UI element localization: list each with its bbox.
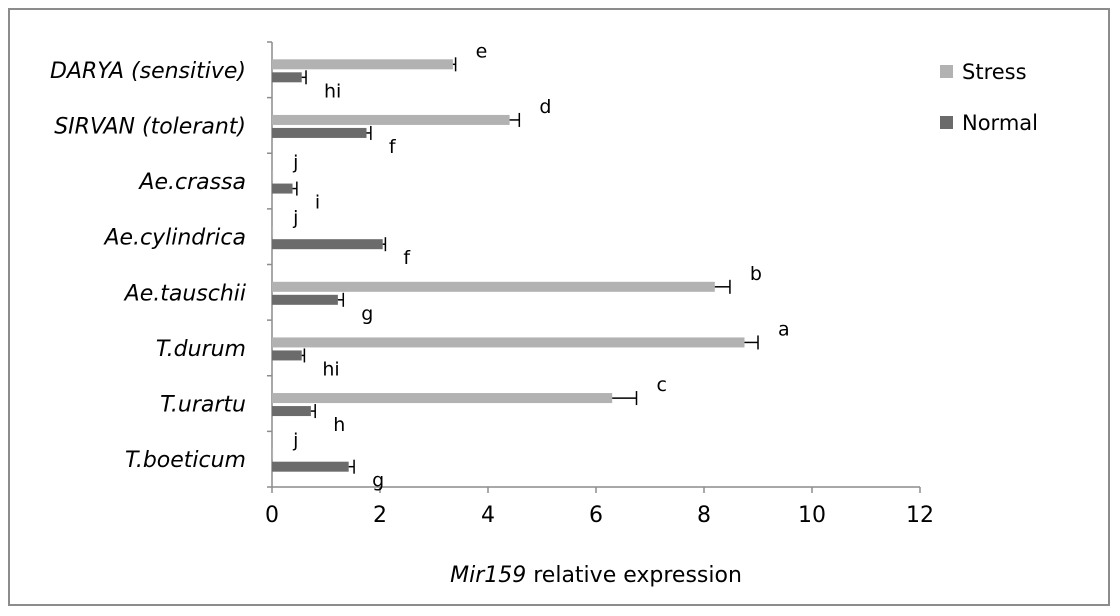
legend-label-normal: Normal xyxy=(962,111,1038,135)
bar-stress xyxy=(272,448,274,459)
significance-label: d xyxy=(539,96,551,118)
category-label: T.boeticum xyxy=(125,448,246,473)
x-tick-label: 0 xyxy=(265,503,279,528)
category-label: Ae.tauschii xyxy=(123,281,246,306)
bar-stress xyxy=(272,337,745,348)
significance-label: c xyxy=(657,374,667,396)
significance-label: a xyxy=(778,318,790,340)
significance-label: f xyxy=(389,136,397,158)
bar-stress xyxy=(272,170,274,181)
bar-stress xyxy=(272,226,274,237)
x-axis-title-italic: Mir159 xyxy=(450,563,526,588)
category-label: SIRVAN (tolerant) xyxy=(54,114,246,139)
significance-label: hi xyxy=(324,80,341,102)
significance-label: hi xyxy=(322,358,339,380)
x-axis-title: Mir159 relative expression xyxy=(450,563,742,588)
x-tick-label: 2 xyxy=(373,503,387,528)
x-tick-label: 6 xyxy=(589,503,603,528)
significance-label: j xyxy=(292,430,298,452)
bar-normal xyxy=(272,406,311,417)
significance-label: e xyxy=(476,40,488,62)
significance-label: h xyxy=(333,414,345,436)
bar-normal xyxy=(272,183,293,194)
bar-normal xyxy=(272,239,383,250)
significance-label: b xyxy=(750,263,762,285)
x-tick-label: 8 xyxy=(697,503,711,528)
legend-swatch-stress xyxy=(940,65,953,78)
category-label: Ae.crassa xyxy=(137,170,246,195)
bar-normal xyxy=(272,72,302,83)
bar-stress xyxy=(272,281,715,292)
category-label: DARYA (sensitive) xyxy=(50,59,246,84)
x-tick-label: 4 xyxy=(481,503,495,528)
x-tick-label: 10 xyxy=(798,503,826,528)
bar-normal xyxy=(272,461,349,472)
bar-normal xyxy=(272,350,302,361)
chart-frame xyxy=(8,8,1110,606)
bar-normal xyxy=(272,294,338,305)
significance-label: g xyxy=(372,470,384,492)
legend: Stress Normal xyxy=(940,60,1038,135)
significance-label: f xyxy=(403,247,411,269)
bar-stress xyxy=(272,114,510,125)
category-label: T.durum xyxy=(156,337,246,362)
significance-label: i xyxy=(315,192,320,214)
significance-label: j xyxy=(292,152,298,174)
bar-stress xyxy=(272,59,453,70)
legend-swatch-normal xyxy=(940,116,953,129)
x-axis-title-rest: relative expression xyxy=(526,563,742,588)
category-labels: DARYA (sensitive) SIRVAN (tolerant) Ae.cra… xyxy=(50,59,246,473)
bar-stress xyxy=(272,393,613,404)
significance-label: g xyxy=(361,303,373,325)
x-tick-label: 12 xyxy=(906,503,934,528)
category-label: Ae.cylindrica xyxy=(102,226,246,251)
bar-normal xyxy=(272,127,367,138)
legend-label-stress: Stress xyxy=(962,60,1027,84)
significance-label: j xyxy=(292,207,298,229)
category-label: T.urartu xyxy=(160,393,246,418)
